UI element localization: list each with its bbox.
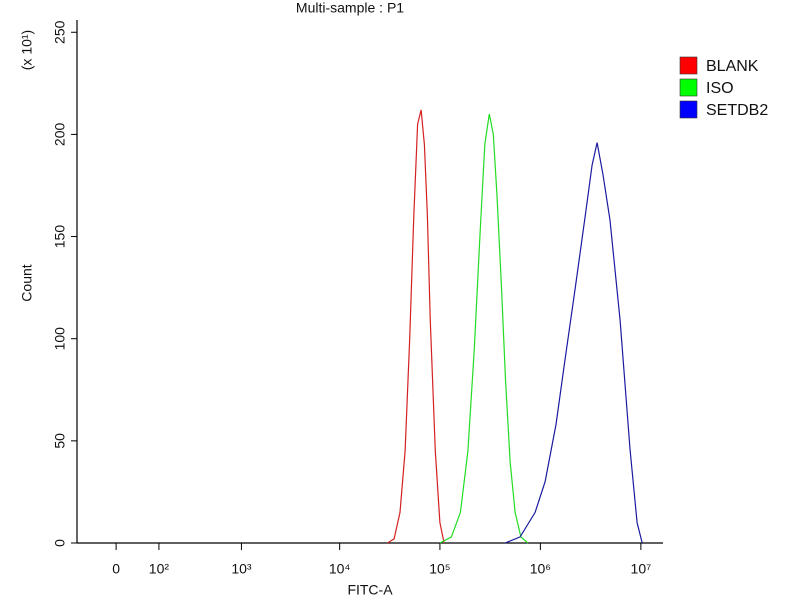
y-tick-label: 0 bbox=[52, 539, 68, 547]
legend-label: SETDB2 bbox=[706, 102, 768, 119]
y-tick-label: 200 bbox=[52, 123, 68, 147]
legend-swatch bbox=[679, 78, 698, 97]
x-tick-label: 10⁵ bbox=[429, 561, 450, 577]
legend-swatch bbox=[679, 100, 698, 119]
y-tick-label: 50 bbox=[52, 433, 68, 449]
y-axis-label: Count bbox=[19, 264, 35, 301]
x-tick-label: 0 bbox=[112, 561, 120, 577]
y-tick-label: 250 bbox=[52, 20, 68, 44]
x-tick-label: 10³ bbox=[231, 561, 252, 577]
y-tick-label: 100 bbox=[52, 327, 68, 351]
chart-title: Multi-sample : P1 bbox=[296, 0, 404, 16]
histogram-line bbox=[387, 109, 445, 544]
x-tick-label: 10⁶ bbox=[530, 561, 551, 577]
x-axis-label: FITC-A bbox=[347, 582, 393, 598]
legend-label: ISO bbox=[706, 80, 734, 97]
x-tick-label: 10⁴ bbox=[329, 561, 351, 577]
legend-label: BLANK bbox=[706, 58, 759, 75]
x-tick-label: 10² bbox=[149, 561, 170, 577]
histogram-line bbox=[504, 142, 643, 544]
y-tick-label: 150 bbox=[52, 225, 68, 249]
x-tick-label: 10⁷ bbox=[631, 561, 652, 577]
legend-swatch bbox=[679, 56, 698, 75]
histogram-line bbox=[439, 113, 529, 544]
y-scale-label: (x 10¹) bbox=[19, 30, 35, 70]
